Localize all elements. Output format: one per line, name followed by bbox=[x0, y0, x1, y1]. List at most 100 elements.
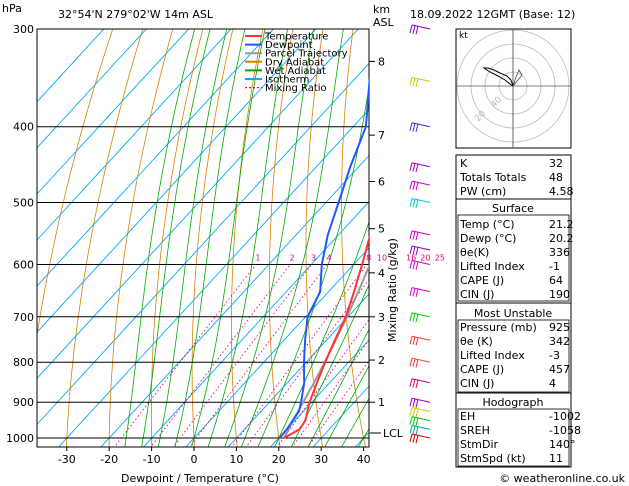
km-tick-label: 5 bbox=[378, 223, 385, 236]
km-tick-label: 1 bbox=[378, 396, 385, 409]
wind-barb bbox=[409, 180, 431, 191]
wet-adiabat-line bbox=[124, 29, 196, 447]
wind-barb bbox=[409, 245, 431, 256]
temperature-profile bbox=[283, 235, 369, 439]
x-tick-label: -20 bbox=[100, 453, 118, 466]
mixing-ratio-tick-label: 8 bbox=[366, 254, 371, 263]
wind-barb bbox=[409, 24, 431, 35]
dry-adiabat-line bbox=[621, 6, 629, 455]
wind-barb bbox=[409, 76, 431, 87]
wind-barb bbox=[409, 397, 431, 408]
index-pw-label: PW (cm) bbox=[460, 185, 506, 198]
index-tt-value: 48 bbox=[549, 171, 563, 184]
panel-row-label: Lifted Index bbox=[460, 260, 525, 273]
panel-row-label: Dewp (°C) bbox=[460, 232, 516, 245]
datetime-label: 18.09.2022 12GMT (Base: 12) bbox=[410, 8, 575, 21]
dry-adiabat-line bbox=[592, 6, 629, 455]
x-tick-label: -30 bbox=[58, 453, 76, 466]
location-label: 32°54'N 279°02'W 14m ASL bbox=[58, 8, 214, 21]
isotherm-line bbox=[57, 108, 369, 447]
hodograph-unit-label: kt bbox=[459, 31, 468, 41]
mixing-ratio-line bbox=[291, 339, 369, 447]
axis-labels: 1 2 3 4 8 10 16 20 253004005006007008009001000-3… bbox=[6, 23, 445, 466]
isotherm-line bbox=[37, 29, 359, 379]
hodograph-storm-motion bbox=[512, 69, 523, 87]
wet-adiabat-line bbox=[307, 328, 369, 447]
wet-adiabat-line bbox=[174, 29, 246, 447]
lcl-label: LCL bbox=[383, 427, 404, 440]
mixing-ratio-line bbox=[307, 360, 369, 447]
dry-adiabat-line bbox=[37, 29, 114, 338]
panel-row-value: -1058 bbox=[549, 424, 581, 437]
wet-adiabat-line bbox=[157, 29, 228, 447]
legend-entry-label: Mixing Ratio bbox=[265, 83, 327, 94]
dry-adiabat-line bbox=[65, 29, 144, 447]
wind-barb bbox=[409, 287, 431, 297]
profile-lines bbox=[278, 76, 369, 439]
legend-entry-label: Isotherm bbox=[265, 75, 309, 86]
index-pw-value: 4.58 bbox=[549, 185, 574, 198]
panel-row-value: 457 bbox=[549, 363, 570, 376]
isotherm-line bbox=[37, 29, 105, 103]
wind-barb bbox=[409, 378, 431, 389]
km-tick-label: 7 bbox=[378, 129, 385, 142]
isotherm-line bbox=[269, 339, 369, 447]
dry-adiabat-line bbox=[230, 29, 264, 447]
mixing-ratio-tick-label: 16 bbox=[406, 254, 416, 263]
x-tick-label: 30 bbox=[314, 453, 328, 466]
wind-barb bbox=[409, 416, 431, 426]
pressure-tick-label: 1000 bbox=[6, 432, 34, 445]
panel-row-label: SREH bbox=[460, 424, 490, 437]
wet-adiabat-line bbox=[341, 397, 369, 447]
index-k-value: 32 bbox=[549, 157, 563, 170]
panel-row-label: StmSpd (kt) bbox=[460, 452, 526, 465]
panel-row-label: θe(K) bbox=[460, 246, 489, 259]
wind-barb bbox=[409, 259, 431, 270]
mixing-ratio-line bbox=[150, 264, 291, 447]
wet-adiabat-line bbox=[324, 365, 369, 447]
dewpoint-profile bbox=[278, 76, 369, 439]
panel-row-label: CAPE (J) bbox=[460, 274, 504, 287]
x-tick-label: 10 bbox=[229, 453, 243, 466]
legend-entry-label: Temperature bbox=[264, 32, 328, 43]
legend-entry-label: Wet Adiabat bbox=[265, 66, 326, 77]
panel-row-value: 342 bbox=[549, 335, 570, 348]
panel-row-label: CIN (J) bbox=[460, 377, 494, 390]
km-tick-label: 3 bbox=[378, 311, 385, 324]
panel-row-value: -1 bbox=[549, 260, 560, 273]
pressure-tick-label: 300 bbox=[13, 23, 34, 36]
panel-row-value: -3 bbox=[549, 349, 560, 362]
wind-barb bbox=[409, 407, 431, 417]
isotherm-line bbox=[227, 293, 369, 447]
dry-adiabat-line bbox=[150, 29, 204, 447]
hodograph-table-rows: EH -1002 SREH -1058 StmDir 140° StmSpd (kt) 11 bbox=[460, 410, 581, 465]
isotherm-line bbox=[37, 29, 147, 149]
pressure-tick-label: 400 bbox=[13, 121, 34, 134]
panel-row-label: StmDir bbox=[460, 438, 499, 451]
panel-row-label: θe (K) bbox=[460, 335, 493, 348]
panel-row-label: EH bbox=[460, 410, 475, 423]
wet-adiabat-line bbox=[191, 29, 266, 447]
panel-row-value: 64 bbox=[549, 274, 563, 287]
indices-panel: K 32 Totals Totals 48 PW (cm) 4.58 Surfa… bbox=[455, 154, 581, 468]
panel-row-value: 4 bbox=[549, 377, 556, 390]
wind-barb bbox=[409, 335, 431, 346]
panel-row-label: CIN (J) bbox=[460, 288, 494, 301]
wet-adiabat-line bbox=[141, 29, 211, 447]
pressure-tick-label: 800 bbox=[13, 356, 34, 369]
wind-barb bbox=[409, 198, 431, 208]
panel-row-value: 11 bbox=[549, 452, 563, 465]
mixing-ratio-tick-label: 2 bbox=[290, 254, 295, 263]
panel-row-label: Lifted Index bbox=[460, 349, 525, 362]
hodograph: kt 20 40 bbox=[455, 28, 572, 149]
index-tt-label: Totals Totals bbox=[459, 171, 527, 184]
legend-entry-label: Dry Adiabat bbox=[265, 57, 324, 68]
wet-adiabat-line bbox=[207, 29, 289, 447]
x-tick-label: -10 bbox=[143, 453, 161, 466]
dry-adiabat-line bbox=[191, 29, 234, 447]
wet-adiabat-line bbox=[224, 29, 314, 447]
dry-adiabat-line bbox=[341, 29, 366, 447]
most-unstable-title: Most Unstable bbox=[474, 307, 553, 320]
pressure-unit-label: hPa bbox=[2, 2, 22, 15]
